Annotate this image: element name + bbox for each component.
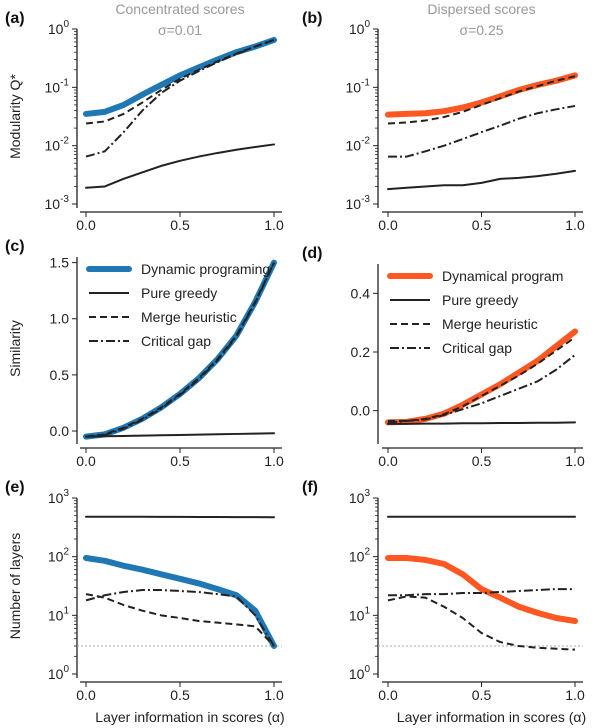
y-tick-label: 0.0 xyxy=(351,403,371,419)
series-line-pure-greedy xyxy=(387,169,576,191)
y-tick-label: 102 xyxy=(48,547,70,565)
y-tick-label: 100 xyxy=(349,664,371,682)
panel-c: (c) 0.0 0.5 1.0 0.0 0.5 1.0 1.5 Similarity Dynami… xyxy=(5,238,284,469)
series-line-critical-gap xyxy=(387,354,576,424)
x-axis-label: Layer information in scores (α) xyxy=(95,709,284,725)
series-line-dynamic-programing xyxy=(83,36,277,117)
x-axis-label: Layer information in scores (α) xyxy=(397,709,586,725)
y-axis-label: Modularity Q* xyxy=(7,74,23,159)
panel-title: Concentrated scores xyxy=(115,1,244,17)
y-tick-label: 0.5 xyxy=(50,367,70,383)
series-line-critical-gap xyxy=(85,38,275,158)
x-tick-label: 1.0 xyxy=(264,687,284,703)
y-tick-label: 10-3 xyxy=(45,194,70,212)
y-tick-label: 1.5 xyxy=(50,255,70,271)
series-line-pure-greedy xyxy=(85,143,275,189)
y-tick-label: 101 xyxy=(349,605,371,623)
panel-label: (e) xyxy=(5,479,25,496)
legend-label: Pure greedy xyxy=(442,292,518,308)
series-line-critical-gap xyxy=(388,588,575,597)
legend-label: Dynamical program xyxy=(442,268,563,284)
panel-subtitle: σ=0.25 xyxy=(459,22,503,38)
y-tick-label: 103 xyxy=(48,488,70,506)
x-tick-label: 0.5 xyxy=(170,687,190,703)
y-tick-label: 103 xyxy=(349,488,371,506)
series-line-merge-heuristic xyxy=(387,595,576,651)
x-tick-label: 0.0 xyxy=(378,453,398,469)
panel-label: (b) xyxy=(302,10,322,27)
y-tick-label: 0.2 xyxy=(351,344,371,360)
panel-label: (a) xyxy=(5,10,25,27)
x-tick-label: 0.0 xyxy=(76,687,96,703)
x-tick-label: 0.0 xyxy=(76,453,96,469)
series-line-dynamical-program xyxy=(385,72,578,118)
y-axis-label: Similarity xyxy=(7,320,23,377)
legend-label: Critical gap xyxy=(141,333,211,349)
y-tick-label: 100 xyxy=(48,19,70,37)
series-line-dynamic-programing xyxy=(83,554,277,650)
y-tick-label: 100 xyxy=(48,664,70,682)
y-tick-label: 10-1 xyxy=(346,77,371,95)
panel-e: (e) 0.0 0.5 1.0 103 102 101 100 Number of layers… xyxy=(5,479,285,725)
x-tick-label: 1.0 xyxy=(565,687,585,703)
x-tick-label: 0.0 xyxy=(378,687,398,703)
y-tick-label: 102 xyxy=(349,547,371,565)
legend-label: Merge heuristic xyxy=(141,309,237,325)
panel-b: (b) Dispersed scores σ=0.25 0.0 0.5 1.0 100 10-… xyxy=(302,1,585,233)
x-tick-label: 1.0 xyxy=(565,453,585,469)
series-line-pure-greedy xyxy=(387,421,576,425)
y-tick-label: 10-3 xyxy=(346,194,371,212)
legend-label: Pure greedy xyxy=(141,285,217,301)
series-line-critical-gap xyxy=(85,262,275,438)
panel-f: (f) 0.0 0.5 1.0 103 102 101 100 Layer informatio… xyxy=(302,479,586,725)
series-line-pure-greedy xyxy=(85,515,275,519)
y-tick-label: 100 xyxy=(349,19,371,37)
legend-label: Critical gap xyxy=(442,340,512,356)
series-line-critical-gap xyxy=(388,104,576,158)
series-line-critical-gap xyxy=(85,589,275,647)
x-tick-label: 0.5 xyxy=(472,687,492,703)
x-tick-label: 0.5 xyxy=(170,217,190,233)
x-tick-label: 0.5 xyxy=(472,453,492,469)
series-line-merge-heuristic xyxy=(85,593,275,647)
series-line-merge-heuristic xyxy=(85,38,275,125)
series-line-pure-greedy xyxy=(85,432,275,438)
panel-title: Dispersed scores xyxy=(427,1,535,17)
x-tick-label: 0.5 xyxy=(472,217,492,233)
panel-subtitle: σ=0.01 xyxy=(158,22,202,38)
panel-label: (f) xyxy=(302,479,318,496)
y-tick-label: 1.0 xyxy=(50,311,70,327)
panel-label: (d) xyxy=(302,245,322,262)
x-tick-label: 0.5 xyxy=(170,453,190,469)
y-tick-label: 0.0 xyxy=(50,423,70,439)
x-tick-label: 0.0 xyxy=(76,217,96,233)
x-tick-label: 1.0 xyxy=(565,217,585,233)
y-axis-label: Number of layers xyxy=(7,533,23,640)
legend-label: Merge heuristic xyxy=(442,316,538,332)
series-line-dynamical-program xyxy=(385,554,578,625)
y-tick-label: 0.4 xyxy=(351,285,371,301)
series-line-dynamical-program xyxy=(385,328,578,426)
panel-a: (a) Concentrated scores σ=0.01 0.0 0.5 1.0 100… xyxy=(5,1,284,233)
y-tick-label: 10-1 xyxy=(45,77,70,95)
y-tick-label: 101 xyxy=(48,605,70,623)
x-tick-label: 0.0 xyxy=(378,217,398,233)
x-tick-label: 1.0 xyxy=(264,217,284,233)
panel-label: (c) xyxy=(5,238,25,255)
y-tick-label: 10-2 xyxy=(45,136,70,154)
x-tick-label: 1.0 xyxy=(264,453,284,469)
panel-d: (d) 0.0 0.5 1.0 0.0 0.2 0.4 Dynamical program Pu… xyxy=(302,245,585,469)
legend-label: Dynamic programing xyxy=(141,261,270,277)
series-line-merge-heuristic xyxy=(388,336,576,422)
y-tick-label: 10-2 xyxy=(346,136,371,154)
